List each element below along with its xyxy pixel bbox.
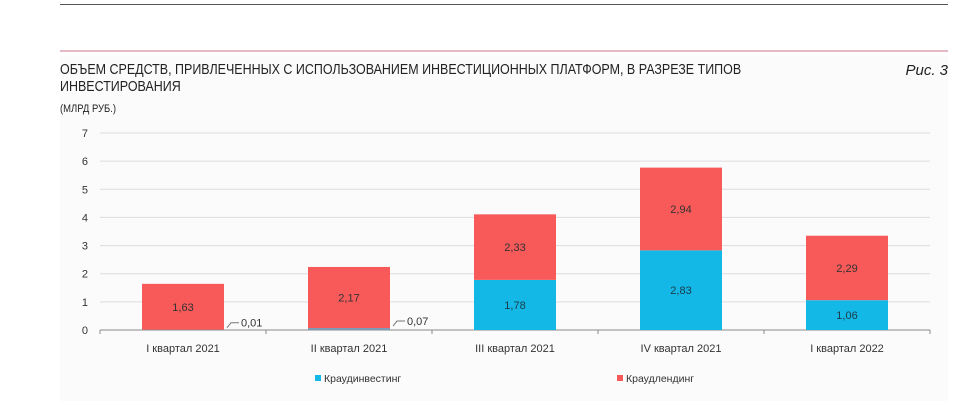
legend-swatch <box>617 375 623 381</box>
bar-crowdinvesting <box>308 328 390 330</box>
legend-label: Краудинвестинг <box>324 373 401 385</box>
x-tick-label: I квартал 2022 <box>810 343 884 355</box>
y-tick-label: 0 <box>82 325 88 337</box>
data-label: 2,94 <box>670 204 691 216</box>
unit-label: (МЛРД РУБ.) <box>60 103 117 115</box>
y-tick-label: 2 <box>82 269 88 281</box>
data-label: 1,78 <box>504 300 525 312</box>
x-tick-label: II квартал 2021 <box>311 343 388 355</box>
bar-crowdlending <box>308 266 390 329</box>
x-tick-label: III квартал 2021 <box>475 343 555 355</box>
y-tick-label: 4 <box>82 212 88 224</box>
header-rule <box>60 50 948 52</box>
data-label: 2,29 <box>836 263 857 275</box>
bar-crowdlending <box>142 283 224 330</box>
bar-crowdlending <box>474 214 556 280</box>
data-label: 2,17 <box>338 292 359 304</box>
y-tick-label: 1 <box>82 297 88 309</box>
bar-crowdinvesting <box>474 279 556 330</box>
y-tick-label: 3 <box>82 241 88 253</box>
data-label: 2,33 <box>504 242 525 254</box>
y-tick-label: 7 <box>82 128 88 140</box>
top-rule <box>60 4 948 5</box>
x-tick-label: IV квартал 2021 <box>641 343 722 355</box>
bar-crowdinvesting <box>806 300 888 330</box>
bar-crowdlending <box>640 167 722 251</box>
bar-crowdinvesting <box>640 250 722 330</box>
leader-line <box>226 322 239 329</box>
x-tick-label: I квартал 2021 <box>146 343 220 355</box>
y-tick-label: 6 <box>82 156 88 168</box>
data-label: 0,07 <box>407 316 428 328</box>
figure-label: Рис. 3 <box>905 62 948 79</box>
bar-crowdlending <box>806 235 888 301</box>
data-label: 2,83 <box>670 285 691 297</box>
leader-line <box>392 320 405 327</box>
y-tick-label: 5 <box>82 184 88 196</box>
bar-crowdinvesting <box>142 329 224 331</box>
data-label: 0,01 <box>241 318 262 330</box>
legend-swatch <box>315 375 321 381</box>
data-label: 1,06 <box>836 310 857 322</box>
data-label: 1,63 <box>172 302 193 314</box>
legend-label: Краудлендинг <box>626 373 694 385</box>
chart-title: ОБЪЕМ СРЕДСТВ, ПРИВЛЕЧЕННЫХ С ИСПОЛЬЗОВА… <box>60 62 742 95</box>
